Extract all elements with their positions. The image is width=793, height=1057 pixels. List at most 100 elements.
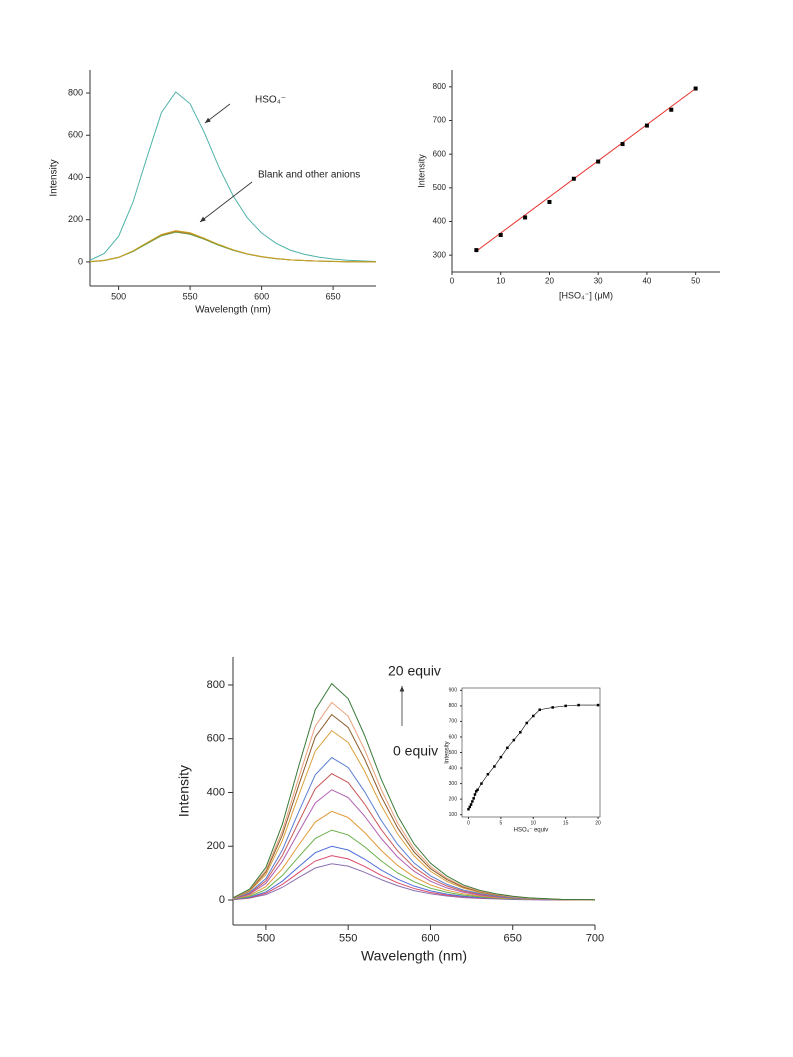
- y-tick-label: 800: [68, 87, 83, 97]
- y-tick-label: 500: [449, 750, 458, 756]
- y-tick-label: 400: [68, 172, 83, 182]
- spectrum-line: [232, 682, 596, 901]
- data-point: [468, 805, 472, 809]
- data-point: [512, 738, 516, 742]
- y-tick-label: 200: [449, 796, 458, 802]
- y-tick-label: 700: [433, 116, 447, 125]
- x-tick-label: 10: [530, 820, 536, 826]
- data-point: [564, 704, 567, 708]
- y-tick-label: 200: [68, 214, 83, 224]
- spectrum-line: [89, 231, 377, 263]
- spectrum-line: [89, 230, 377, 263]
- y-tick-label: 800: [449, 703, 458, 709]
- data-point: [551, 706, 554, 709]
- data-point: [499, 755, 503, 759]
- chart: 0 10 20 30 40 50 300 400 500 600 700 800 [HSO₄⁻] (μM…: [416, 70, 720, 300]
- data-point: [498, 232, 503, 237]
- data-point: [469, 803, 473, 806]
- y-tick-label: 400: [433, 217, 447, 226]
- data-point: [506, 746, 509, 750]
- data-point: [523, 215, 528, 220]
- x-axis-label: Wavelength (nm): [361, 948, 467, 964]
- y-tick-label: 600: [449, 734, 458, 740]
- arrow: [199, 181, 253, 223]
- y-tick-label: 800: [207, 679, 225, 691]
- x-tick-label: 650: [504, 933, 522, 945]
- data-point: [693, 86, 698, 91]
- annotation: 20 equiv: [388, 663, 441, 679]
- data-point: [596, 159, 601, 164]
- data-point: [476, 788, 479, 792]
- y-tick-label: 900: [449, 688, 458, 694]
- spectrum-line: [89, 230, 377, 263]
- x-tick-label: 5: [499, 820, 502, 826]
- y-tick-label: 400: [449, 765, 458, 771]
- data-point: [480, 782, 483, 785]
- y-axis-label: Intensity: [49, 159, 60, 196]
- x-tick-label: 700: [586, 933, 604, 945]
- y-axis-label: Intensity: [445, 741, 451, 763]
- y-tick-label: 800: [433, 82, 447, 91]
- data-point: [577, 703, 580, 707]
- data-point: [519, 731, 522, 734]
- data-point: [473, 793, 477, 796]
- x-tick-label: 500: [257, 933, 275, 945]
- data-point: [467, 807, 470, 811]
- spectrum-line: [232, 845, 595, 901]
- data-point: [475, 790, 478, 793]
- connect-line: [468, 704, 599, 810]
- x-tick-label: 550: [339, 933, 357, 945]
- data-point: [596, 703, 600, 707]
- data-point: [474, 248, 479, 253]
- data-point: [532, 714, 535, 718]
- x-tick-label: 0: [467, 820, 470, 826]
- y-tick-label: 500: [433, 183, 447, 192]
- y-axis-label: Intensity: [416, 154, 426, 188]
- x-tick-label: 20: [545, 277, 554, 286]
- y-tick-label: 300: [449, 781, 458, 787]
- x-tick-label: 600: [254, 292, 269, 302]
- y-tick-label: 600: [433, 149, 447, 158]
- y-tick-label: 100: [449, 812, 458, 818]
- chart: 500 550 600 650 0 200 400 600 800 Wavelength (nm)…: [49, 70, 377, 316]
- fit-line: [476, 88, 696, 252]
- x-tick-label: 50: [691, 277, 700, 286]
- spectrum-line: [89, 91, 377, 263]
- y-tick-label: 600: [207, 733, 225, 745]
- data-point: [538, 708, 541, 712]
- data-point: [493, 765, 496, 768]
- y-tick-label: 300: [433, 250, 447, 259]
- data-point: [571, 176, 576, 181]
- x-tick-label: 40: [642, 277, 651, 286]
- y-tick-label: 200: [207, 840, 225, 852]
- x-tick-label: 10: [496, 277, 505, 286]
- data-point: [472, 797, 475, 800]
- annotation: Blank and other anions: [258, 170, 360, 181]
- arrow: [204, 103, 231, 124]
- y-tick-label: 0: [78, 256, 83, 266]
- x-tick-label: 650: [326, 292, 341, 302]
- data-point: [669, 107, 674, 112]
- y-tick-label: 700: [449, 719, 458, 725]
- plot-frame: [461, 687, 601, 818]
- data-point: [486, 773, 490, 776]
- x-tick-label: 20: [595, 820, 601, 826]
- data-point: [525, 721, 529, 725]
- x-tick-label: 15: [563, 820, 569, 826]
- x-tick-label: 500: [111, 292, 126, 302]
- y-axis-label: Intensity: [176, 765, 192, 817]
- chart: 500 550 600 650 700 0 200 400 600 800 Wavelength (…: [176, 657, 604, 964]
- x-axis-label: Wavelength (nm): [195, 305, 271, 316]
- data-point: [620, 142, 625, 147]
- data-point: [471, 800, 474, 803]
- data-point: [547, 199, 552, 204]
- y-tick-label: 400: [207, 786, 225, 798]
- y-tick-label: 600: [68, 130, 83, 140]
- chart: 0 5 10 15 20 100 200 300 400 500 600 700 800 900 HSO₄⁻…: [445, 688, 601, 834]
- spectrum-line: [232, 829, 596, 901]
- data-point: [644, 123, 649, 128]
- x-tick-label: 600: [421, 933, 439, 945]
- x-axis-label: [HSO₄⁻] (μM): [559, 290, 613, 300]
- x-tick-label: 550: [183, 292, 198, 302]
